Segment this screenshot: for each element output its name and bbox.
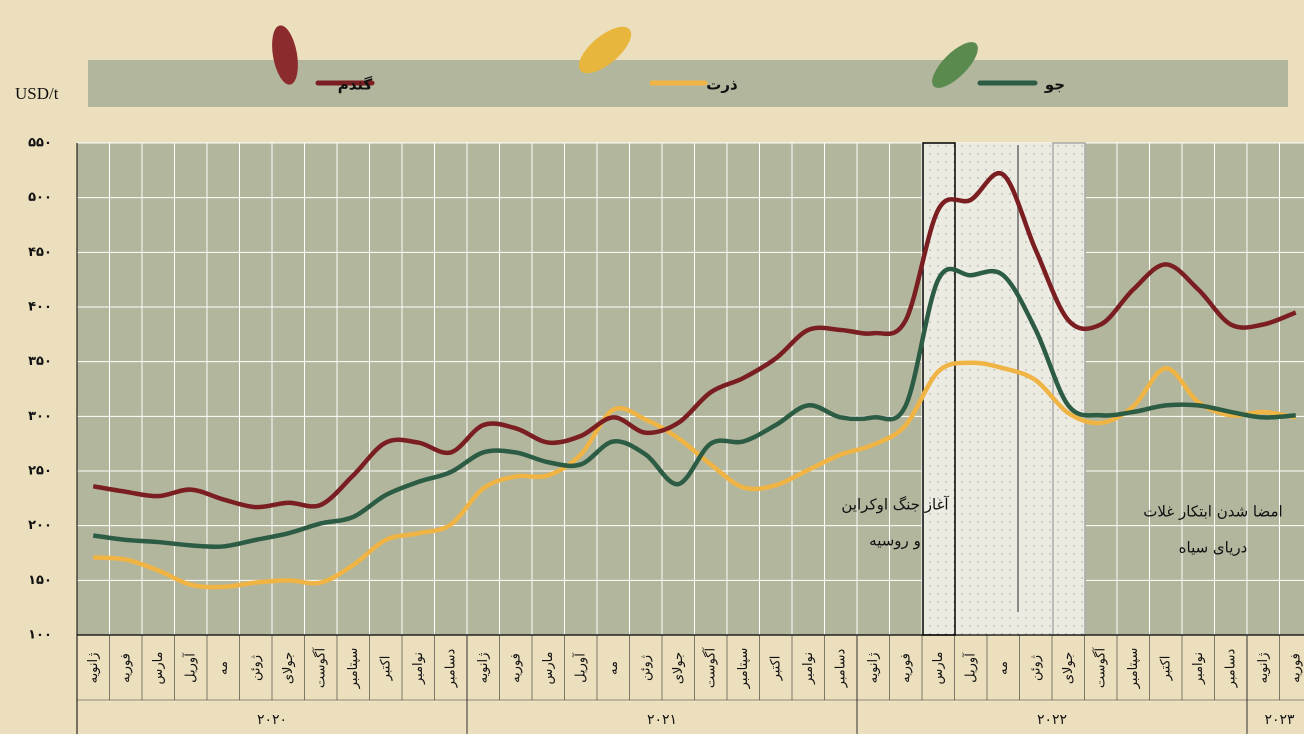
x-tick-label: آگوست: [311, 647, 328, 689]
x-tick-label: ژوئن: [248, 655, 263, 681]
x-tick-label: سپتامبر: [736, 648, 751, 690]
y-tick-label: ۲۰۰: [28, 518, 52, 533]
plot-area: [77, 143, 1304, 635]
year-label: ۲۰۲۰: [257, 712, 287, 728]
x-tick-label: فوریه: [118, 653, 133, 683]
x-tick-label: ژوئن: [1028, 655, 1043, 681]
y-tick-label: ۵۵۰: [28, 136, 52, 151]
x-tick-label: ژانویه: [476, 653, 491, 684]
y-tick-label: ۲۵۰: [28, 464, 52, 479]
x-tick-label: آگوست: [701, 647, 718, 689]
y-tick-label: ۳۵۰: [28, 354, 52, 369]
year-label: ۲۰۲۳: [1264, 712, 1295, 728]
chart: USD/t ۱۰۰ ۱۵۰ ۲۰۰ ۲۵۰ ۳۰۰ ۳۵۰ ۴۰۰ ۴۵۰ ۵۰۰ ۵۵۰ ژانو…: [0, 0, 1304, 734]
x-tick-label: دسامبر: [1223, 648, 1238, 688]
x-tick-label: مارس: [931, 651, 946, 684]
annotation: و روسیه: [869, 532, 921, 550]
legend-label: جو: [1044, 76, 1065, 94]
y-tick-label: ۵۰۰: [28, 190, 52, 205]
x-tick-label: مارس: [151, 651, 166, 684]
x-tick-label: مه: [606, 661, 621, 675]
year-label: ۲۰۲۲: [1037, 712, 1067, 728]
annotation: آغاز جنگ اوکراین: [841, 496, 949, 514]
x-tick-label: فوریه: [1288, 653, 1303, 683]
x-tick-label: نوامبر: [1191, 652, 1206, 685]
x-tick-label: فوریه: [508, 653, 523, 683]
x-tick-label: آوریل: [181, 652, 198, 683]
y-tick-label: ۱۵۰: [28, 573, 52, 588]
x-tick-label: اکتبر: [1158, 656, 1173, 682]
x-tick-label: مارس: [541, 651, 556, 684]
x-tick-label: آوریل: [961, 652, 978, 683]
x-tick-label: سپتامبر: [1126, 648, 1141, 690]
x-tick-label: مه: [996, 661, 1011, 675]
x-tick-label: جولای: [281, 652, 296, 684]
x-tick-label: سپتامبر: [346, 648, 361, 690]
x-tick-label: اکتبر: [378, 656, 393, 682]
y-tick-label: ۱۰۰: [28, 628, 52, 643]
y-tick-label: ۴۵۰: [28, 245, 52, 260]
x-tick-label: نوامبر: [801, 652, 816, 685]
x-tick-label: ژانویه: [1256, 653, 1271, 684]
year-label: ۲۰۲۱: [647, 712, 677, 728]
x-tick-label: ژانویه: [86, 653, 101, 684]
x-tick-label: فوریه: [898, 653, 913, 683]
x-tick-label: جولای: [671, 652, 686, 684]
annotation: امضا شدن ابتکار غلات: [1143, 503, 1282, 521]
x-tick-label: مه: [216, 661, 231, 675]
x-tick-label: جولای: [1061, 652, 1076, 684]
legend-label: گندم: [338, 76, 373, 94]
x-tick-label: آوریل: [571, 652, 588, 683]
x-tick-label: دسامبر: [833, 648, 848, 688]
x-tick-label: دسامبر: [443, 648, 458, 688]
x-tick-label: اکتبر: [768, 656, 783, 682]
x-tick-label: آگوست: [1091, 647, 1108, 689]
x-tick-label: ژوئن: [638, 655, 653, 681]
y-tick-label: ۳۰۰: [28, 409, 52, 424]
x-tick-label: نوامبر: [411, 652, 426, 685]
annotation: دریای سیاه: [1179, 539, 1248, 557]
y-tick-label: ۴۰۰: [28, 300, 52, 315]
legend-label: ذرت: [706, 76, 738, 94]
x-tick-label: ژانویه: [866, 653, 881, 684]
y-axis-label: USD/t: [15, 84, 59, 103]
